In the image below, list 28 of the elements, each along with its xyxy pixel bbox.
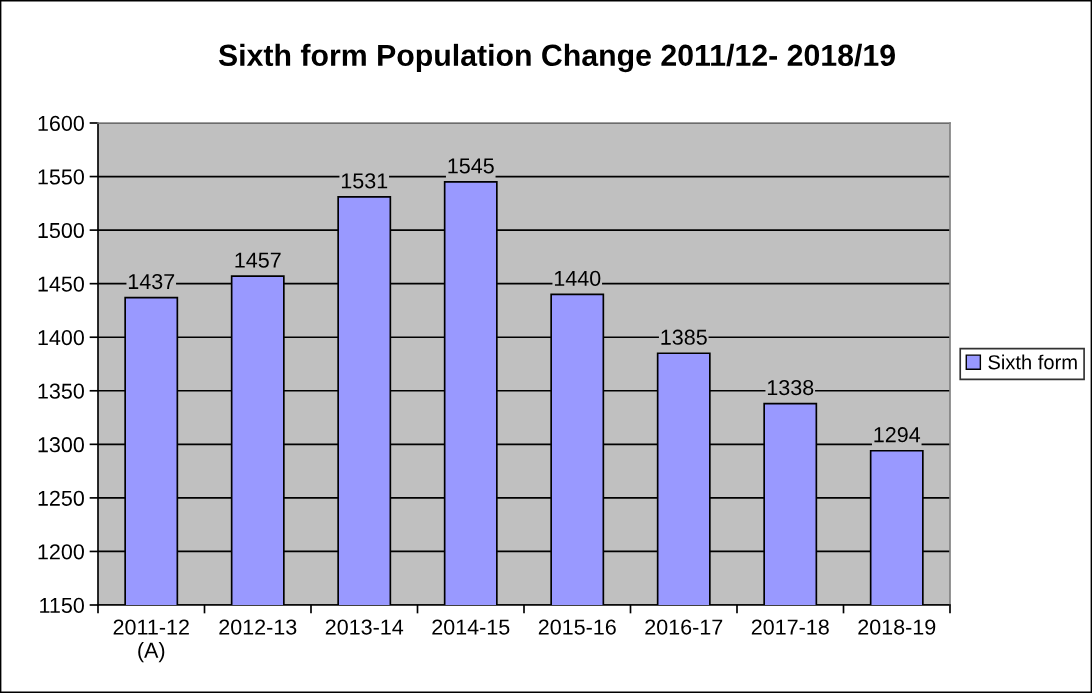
data-label: 1457	[235, 252, 281, 268]
y-tick-label: 1250	[38, 490, 84, 506]
y-tick-label: 1400	[38, 329, 84, 346]
x-tick-label: 2015-16	[538, 619, 616, 635]
x-tick-label: 2011-12 (A)	[113, 619, 189, 663]
y-tick-label: 1350	[38, 383, 84, 399]
x-tick-label: 2013-14	[325, 619, 404, 635]
chart-title: Sixth form Population Change 2011/12- 2018/19	[218, 43, 895, 73]
legend-label: Sixth form	[988, 354, 1077, 370]
data-label: 1440	[554, 270, 601, 286]
x-tick-label: 2018-19	[858, 619, 936, 635]
data-label: 1294	[874, 427, 921, 443]
x-tick-label: 2014-15	[432, 619, 510, 635]
y-tick-label: 1450	[38, 276, 84, 292]
data-label: 1338	[767, 379, 814, 396]
data-label: 1385	[661, 329, 707, 345]
y-tick-label: 1600	[38, 115, 84, 132]
y-tick-label: 1550	[38, 169, 84, 185]
x-tick-label: 2016-17	[645, 619, 723, 635]
y-tick-label: 1150	[40, 597, 84, 614]
x-tick-label: 2017-18	[751, 619, 829, 635]
y-tick-label: 1500	[38, 222, 84, 239]
y-tick-label: 1300	[38, 437, 84, 453]
data-label: 1545	[448, 158, 494, 174]
x-tick-label: 2012-13	[219, 619, 297, 635]
data-label: 1531	[341, 173, 388, 189]
data-label: 1437	[128, 273, 175, 290]
y-tick-label: 1200	[38, 544, 84, 560]
